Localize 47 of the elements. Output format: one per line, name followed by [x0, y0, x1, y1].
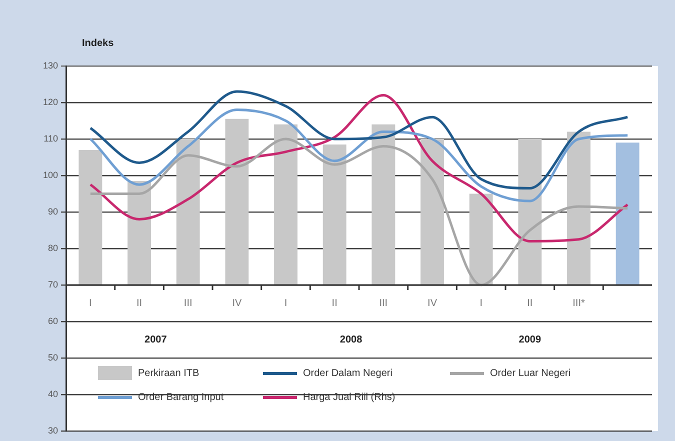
- legend-label: Harga Jual Riil (Rhs): [303, 392, 396, 403]
- legend-label: Order Barang Input: [138, 392, 224, 403]
- line-series: [89, 90, 629, 190]
- bar: [567, 132, 590, 285]
- x-tick-label: IV: [428, 298, 438, 309]
- y-tick-label: 60: [48, 316, 58, 326]
- legend-label: Perkiraan ITB: [138, 368, 200, 378]
- y-axis-title: Indeks: [82, 38, 114, 49]
- y-tick-label: 30: [48, 425, 58, 436]
- y-tick-label: 70: [48, 279, 58, 290]
- bar: [128, 180, 151, 285]
- x-tick-label: III: [184, 298, 192, 309]
- y-tick-label: 50: [48, 352, 58, 362]
- line-series: [89, 108, 629, 202]
- line-series: [89, 94, 629, 242]
- bar: [420, 139, 444, 285]
- bar: [274, 124, 298, 285]
- x-tick-label: I: [480, 298, 482, 309]
- x-tick-label: IV: [232, 298, 242, 309]
- y-tick-label: 90: [48, 206, 58, 216]
- legend-label: Order Luar Negeri: [490, 368, 571, 378]
- bar: [616, 142, 640, 285]
- y-tick-label: 80: [48, 242, 58, 253]
- bar: [322, 144, 346, 285]
- y-tick-label: 100: [42, 170, 58, 180]
- y-tick-label: 120: [42, 96, 58, 107]
- bar: [225, 118, 249, 285]
- y-tick-label: 110: [44, 133, 58, 144]
- bar: [372, 124, 396, 285]
- x-tick-label: I: [284, 298, 288, 309]
- bar: [176, 139, 200, 285]
- annotation: 2008: [340, 334, 363, 346]
- y-tick-label: 40: [48, 388, 58, 399]
- x-tick-label: III*: [572, 298, 585, 309]
- x-tick-label: II: [527, 298, 533, 309]
- bar: [78, 150, 102, 285]
- x-tick-label: III: [379, 298, 388, 309]
- annotation: 2007: [144, 334, 168, 346]
- x-tick-label: I: [89, 298, 92, 309]
- annotation: 2009: [518, 334, 542, 346]
- line-series: [89, 138, 629, 286]
- bar: [469, 194, 493, 285]
- bar: [518, 139, 542, 285]
- x-tick-label: II: [332, 298, 338, 309]
- x-tick-label: II: [136, 298, 142, 309]
- y-tick-label: 130: [42, 60, 58, 70]
- legend-label: Order Dalam Negeri: [303, 368, 392, 378]
